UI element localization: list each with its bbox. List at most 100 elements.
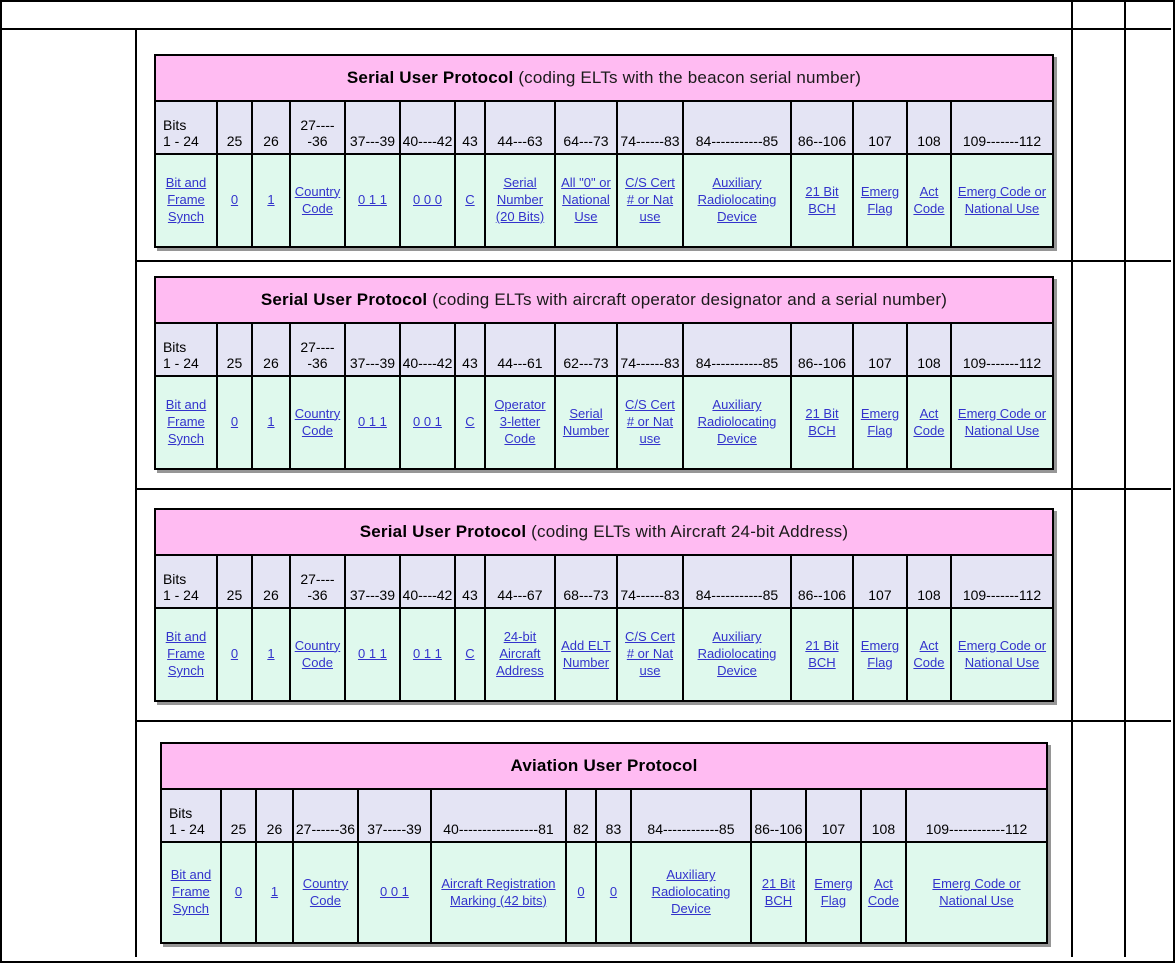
field-link[interactable]: 0 0 1 bbox=[379, 884, 409, 900]
field-link[interactable]: Emerg Code or National Use bbox=[957, 183, 1047, 216]
bits-header-cell: 37-----39 bbox=[356, 788, 432, 843]
field-link[interactable]: Emerg Flag bbox=[860, 637, 900, 670]
field-cell: Act Code bbox=[859, 841, 907, 944]
field-link[interactable]: 1 bbox=[267, 646, 275, 662]
field-cell: All "0" or National Use bbox=[553, 153, 618, 248]
field-link[interactable]: 0 1 1 bbox=[358, 414, 387, 430]
field-link[interactable]: Bit and Frame Synch bbox=[165, 175, 207, 224]
field-link[interactable]: C/S Cert # or Nat use bbox=[625, 629, 675, 678]
right-gutter-2-row-4 bbox=[1126, 722, 1171, 957]
field-link[interactable]: 21 Bit BCH bbox=[805, 405, 839, 438]
bits-header-cell: 68---73 bbox=[553, 554, 618, 609]
field-cell: Emerg Flag bbox=[804, 841, 862, 944]
field-link[interactable]: Auxiliary Radiolocating Device bbox=[697, 397, 777, 446]
field-link[interactable]: C/S Cert # or Nat use bbox=[625, 397, 675, 446]
field-link[interactable]: Aircraft Registration Marking (42 bits) bbox=[441, 875, 556, 908]
field-link[interactable]: Emerg Flag bbox=[814, 875, 853, 908]
field-cell: Emerg Flag bbox=[851, 153, 908, 248]
field-link[interactable]: Country Code bbox=[294, 405, 341, 438]
bits-header-cell: 40----42 bbox=[398, 100, 456, 155]
field-link[interactable]: Act Code bbox=[867, 875, 899, 908]
field-link[interactable]: Add ELT Number bbox=[561, 637, 611, 670]
bits-header-cell: 40----42 bbox=[398, 322, 456, 377]
field-link[interactable]: Country Code bbox=[294, 637, 341, 670]
field-cell: 24-bit Aircraft Address bbox=[483, 607, 556, 702]
field-cell: Bit and Frame Synch bbox=[153, 375, 218, 470]
field-link[interactable]: C/S Cert # or Nat use bbox=[625, 175, 675, 224]
bits-header-cell: 25 bbox=[215, 100, 253, 155]
protocol-row-1: Serial User Protocol (coding ELTs with t… bbox=[137, 30, 1073, 262]
field-link[interactable]: Emerg Flag bbox=[860, 405, 900, 438]
bits-header-cell: 37---39 bbox=[343, 554, 401, 609]
bits-header-cell: 84-----------85 bbox=[681, 322, 792, 377]
field-cell: C bbox=[453, 153, 486, 248]
bits-header-cell: 27-----36 bbox=[288, 554, 346, 609]
field-cell: Aircraft Registration Marking (42 bits) bbox=[429, 841, 567, 944]
bits-header-cell: 107 bbox=[851, 322, 908, 377]
field-link[interactable]: 0 bbox=[577, 884, 585, 900]
field-link[interactable]: C bbox=[465, 192, 475, 208]
field-link[interactable]: Auxiliary Radiolocating Device bbox=[651, 867, 731, 916]
field-cell: 1 bbox=[254, 841, 294, 944]
protocol-title: Aviation User Protocol bbox=[159, 742, 1049, 790]
field-link[interactable]: All "0" or National Use bbox=[561, 175, 611, 224]
field-link[interactable]: 0 1 1 bbox=[412, 646, 442, 662]
field-cell: 0 bbox=[594, 841, 632, 944]
field-cell: 0 bbox=[215, 607, 253, 702]
field-link[interactable]: 24-bit Aircraft Address bbox=[496, 629, 544, 678]
field-link[interactable]: Bit and Frame Synch bbox=[165, 629, 207, 678]
bits-header-cell: 40----42 bbox=[398, 554, 456, 609]
field-link[interactable]: Emerg Flag bbox=[860, 183, 900, 216]
field-link[interactable]: C bbox=[465, 646, 475, 662]
bits-header-cell: 108 bbox=[905, 554, 952, 609]
field-link[interactable]: 0 bbox=[230, 192, 239, 208]
field-cell: 0 1 1 bbox=[398, 607, 456, 702]
field-link[interactable]: Emerg Code or National Use bbox=[932, 875, 1021, 908]
top-band-right-cell-2 bbox=[1126, 2, 1171, 30]
bits-header-cell: 25 bbox=[219, 788, 257, 843]
field-link[interactable]: 21 Bit BCH bbox=[805, 183, 839, 216]
field-link[interactable]: 21 Bit BCH bbox=[761, 875, 796, 908]
bits-header-cell: 84-----------85 bbox=[681, 554, 792, 609]
field-link[interactable]: 0 bbox=[230, 646, 239, 662]
field-link[interactable]: Country Code bbox=[294, 183, 341, 216]
field-link[interactable]: 1 bbox=[270, 884, 279, 900]
field-link[interactable]: Auxiliary Radiolocating Device bbox=[697, 629, 777, 678]
bits-header-cell: 109-------112 bbox=[949, 322, 1055, 377]
field-link[interactable]: Act Code bbox=[913, 183, 945, 216]
field-link[interactable]: 0 1 1 bbox=[358, 192, 387, 208]
bits-header-cell: 86--106 bbox=[789, 322, 854, 377]
protocol-title-bold: Serial User Protocol bbox=[260, 290, 428, 309]
right-gutter-1-row-1 bbox=[1073, 30, 1126, 262]
field-cell: 0 1 1 bbox=[343, 375, 401, 470]
field-link[interactable]: 1 bbox=[267, 192, 275, 208]
field-link[interactable]: 0 0 0 bbox=[413, 192, 442, 208]
field-cell: 21 Bit BCH bbox=[789, 607, 854, 702]
field-link[interactable]: C bbox=[465, 414, 475, 430]
field-link[interactable]: 0 bbox=[230, 414, 239, 430]
field-link[interactable]: Act Code bbox=[913, 405, 945, 438]
field-link[interactable]: Serial Number bbox=[562, 405, 610, 438]
field-link[interactable]: Auxiliary Radiolocating Device bbox=[697, 175, 777, 224]
field-link[interactable]: 0 0 1 bbox=[413, 414, 442, 430]
field-link[interactable]: 1 bbox=[267, 414, 275, 430]
bits-header-cell: 108 bbox=[905, 322, 952, 377]
field-link[interactable]: Bit and Frame Synch bbox=[170, 867, 212, 916]
field-link[interactable]: Serial Number (20 Bits) bbox=[495, 175, 545, 224]
field-cell: 0 0 1 bbox=[356, 841, 432, 944]
field-link[interactable]: Act Code bbox=[913, 637, 945, 670]
field-link[interactable]: 0 bbox=[609, 884, 618, 900]
bits-header-cell: 108 bbox=[905, 100, 952, 155]
bits-header-cell: 37---39 bbox=[343, 100, 401, 155]
left-gutter bbox=[2, 30, 137, 957]
field-link[interactable]: 21 Bit BCH bbox=[805, 637, 839, 670]
field-link[interactable]: Operator 3-letter Code bbox=[494, 397, 546, 446]
field-link[interactable]: Emerg Code or National Use bbox=[957, 637, 1047, 670]
field-link[interactable]: Country Code bbox=[302, 875, 349, 908]
field-link[interactable]: 0 bbox=[234, 884, 243, 900]
field-link[interactable]: Emerg Code or National Use bbox=[957, 405, 1047, 438]
field-link[interactable]: 0 1 1 bbox=[357, 646, 387, 662]
bits-header-cell: 109-------112 bbox=[949, 554, 1055, 609]
field-link[interactable]: Bit and Frame Synch bbox=[165, 397, 207, 446]
right-gutter-1-row-3 bbox=[1073, 490, 1126, 722]
